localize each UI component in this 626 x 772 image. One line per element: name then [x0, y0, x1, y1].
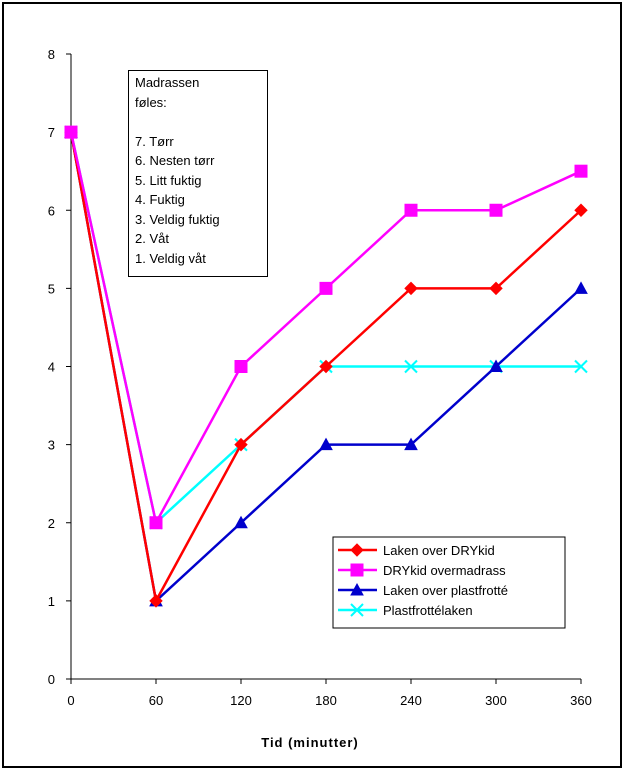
- y-tick-label: 5: [48, 281, 55, 296]
- x-tick-label: 180: [315, 693, 337, 708]
- y-tick-label: 4: [48, 360, 55, 375]
- annotation-line: 1. Veldig våt: [135, 250, 206, 266]
- x-tick-label: 300: [485, 693, 507, 708]
- y-tick-label: 1: [48, 594, 55, 609]
- x-tick-label: 240: [400, 693, 422, 708]
- annotation-line: 7. Tørr: [135, 133, 174, 149]
- data-point: [574, 281, 588, 294]
- data-point: [234, 360, 248, 373]
- data-point: [234, 515, 248, 529]
- annotation-line: føles:: [135, 94, 167, 110]
- data-point: [489, 281, 503, 296]
- legend: Laken over DRYkid DRYkid overmadrass Laken…: [332, 536, 566, 629]
- legend-swatch-marker: [350, 563, 364, 577]
- legend-label: Laken over plastfrotté: [383, 583, 508, 598]
- legend-item: Plastfrottélaken: [338, 603, 473, 618]
- x-tick-label: 0: [67, 693, 74, 708]
- annotation-line: 5. Litt fuktig: [135, 172, 202, 188]
- data-point: [404, 437, 418, 451]
- x-axis-title: Tid (minutter): [261, 735, 359, 750]
- legend-item: Laken over plastfrotté: [338, 582, 508, 598]
- legend-label: DRYkid overmadrass: [383, 563, 506, 578]
- legend-item: Laken over DRYkid: [338, 543, 495, 558]
- x-marker-stroke: [404, 359, 418, 374]
- data-point: [64, 125, 78, 139]
- annotation-line: 6. Nesten tørr: [135, 153, 215, 168]
- x-tick-label: 120: [230, 693, 252, 708]
- data-point: [319, 281, 333, 295]
- legend-box: [332, 536, 566, 629]
- y-tick-label: 6: [48, 203, 55, 218]
- data-point: [574, 203, 588, 217]
- data-point: [149, 516, 163, 530]
- legend-item: DRYkid overmadrass: [338, 563, 506, 578]
- x-marker-stroke: [350, 603, 364, 617]
- data-point: [149, 594, 163, 608]
- legend-swatch-marker: [350, 543, 364, 557]
- data-point: [574, 359, 588, 374]
- series-drykid-overmadrass: [64, 125, 588, 530]
- legend-label: Plastfrottélaken: [383, 603, 473, 618]
- data-point: [489, 203, 503, 217]
- annotation-line: Madrassen: [135, 75, 200, 90]
- data-point: [234, 437, 248, 452]
- scale-annotation-box: Madrassen føles: 7. Tørr 6. Nesten tørr 5. L…: [128, 70, 268, 277]
- y-tick-label: 8: [48, 47, 55, 62]
- x-marker-stroke: [574, 359, 588, 374]
- y-tick-label: 7: [48, 125, 55, 140]
- annotation-line: [135, 112, 261, 132]
- data-point: [319, 359, 333, 374]
- data-point: [404, 203, 418, 217]
- data-point: [489, 359, 503, 372]
- annotation-line: 4. Fuktig: [135, 192, 185, 207]
- y-tick-label: 2: [48, 516, 55, 531]
- data-point: [404, 281, 418, 296]
- series-laken-over-drykid: [64, 125, 588, 608]
- y-tick-label: 0: [48, 672, 55, 687]
- data-point: [319, 437, 333, 451]
- legend-swatch-marker: [350, 603, 364, 617]
- legend-swatch-marker: [350, 582, 364, 596]
- data-point: [574, 164, 588, 178]
- data-point: [404, 359, 418, 374]
- annotation-line: 2. Våt: [135, 231, 169, 246]
- y-tick-label: 3: [48, 438, 55, 453]
- x-tick-label: 360: [570, 693, 592, 708]
- legend-label: Laken over DRYkid: [383, 543, 495, 558]
- x-tick-label: 60: [149, 693, 163, 708]
- annotation-line: 3. Veldig fuktig: [135, 211, 220, 227]
